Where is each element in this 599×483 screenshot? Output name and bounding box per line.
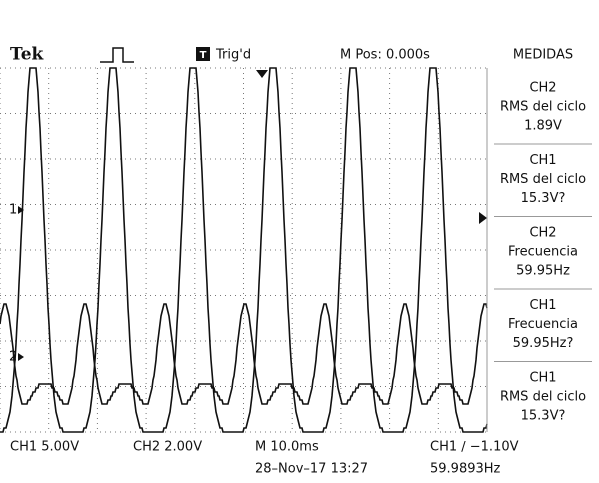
trigger-icon: T bbox=[200, 50, 207, 61]
measurement-channel: CH1 bbox=[529, 371, 556, 386]
measurement-label: Frecuencia bbox=[508, 245, 578, 260]
ch1-scale: CH1 5.00V bbox=[10, 440, 79, 455]
measurement-value: 15.3V? bbox=[521, 409, 566, 424]
measurement-label: RMS del ciclo bbox=[500, 390, 586, 405]
trigger-setting: CH1 ∕ −1.10V bbox=[430, 440, 519, 455]
date: 28–Nov–17 13:27 bbox=[255, 462, 368, 477]
measurement-channel: CH2 bbox=[529, 226, 556, 241]
trigger-status: Trig'd bbox=[215, 48, 251, 63]
measurement-value: 1.89V bbox=[524, 119, 562, 134]
measurement-label: RMS del ciclo bbox=[500, 172, 586, 187]
measurement-value: 15.3V? bbox=[521, 191, 566, 206]
scope-screen: Tek T Trig'd M Pos: 0.000s MEDIDAS 1 2 C… bbox=[0, 0, 599, 483]
ch2-marker: 2 bbox=[9, 350, 17, 365]
trigger-frequency: 59.9893Hz bbox=[430, 462, 501, 477]
position: M Pos: 0.000s bbox=[340, 48, 430, 63]
ch2-scale: CH2 2.00V bbox=[133, 440, 202, 455]
measurement-value: 59.95Hz? bbox=[513, 336, 574, 351]
measurement-label: RMS del ciclo bbox=[500, 100, 586, 115]
timebase: M 10.0ms bbox=[255, 440, 319, 455]
ch1-marker: 1 bbox=[9, 203, 17, 218]
measurement-channel: CH2 bbox=[529, 81, 556, 96]
measurements-title: MEDIDAS bbox=[513, 48, 573, 63]
measurement-channel: CH1 bbox=[529, 298, 556, 313]
brand: Tek bbox=[10, 45, 45, 65]
measurement-value: 59.95Hz bbox=[516, 264, 570, 279]
measurement-label: Frecuencia bbox=[508, 317, 578, 332]
measurement-channel: CH1 bbox=[529, 153, 556, 168]
